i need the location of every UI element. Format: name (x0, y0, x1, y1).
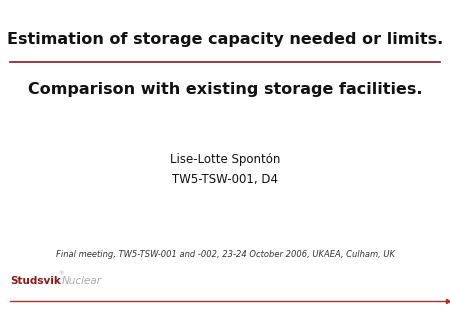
Text: ®: ® (58, 271, 64, 276)
Text: TW5-TSW-001, D4: TW5-TSW-001, D4 (172, 173, 278, 186)
Text: Lise-Lotte Spontón: Lise-Lotte Spontón (170, 153, 280, 165)
Text: Nuclear: Nuclear (62, 276, 102, 287)
Text: Estimation of storage capacity needed or limits.: Estimation of storage capacity needed or… (7, 32, 443, 47)
Text: Comparison with existing storage facilities.: Comparison with existing storage facilit… (28, 81, 422, 97)
Text: Studsvik: Studsvik (10, 276, 61, 287)
Text: Final meeting, TW5-TSW-001 and -002, 23-24 October 2006, UKAEA, Culham, UK: Final meeting, TW5-TSW-001 and -002, 23-… (55, 250, 395, 259)
